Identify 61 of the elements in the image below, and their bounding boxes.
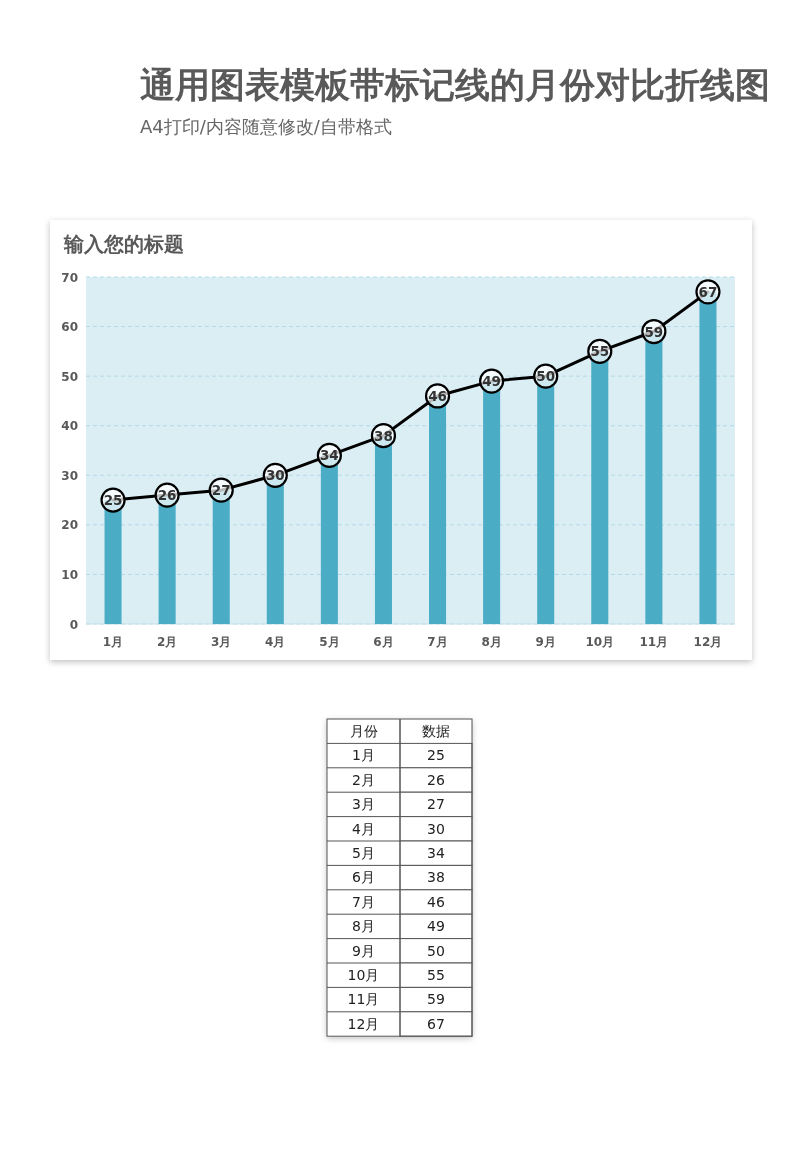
- data-label: 38: [427, 869, 445, 886]
- y-tick-label: 4月: [352, 820, 375, 837]
- x-tick-label: 8月: [481, 635, 502, 649]
- y-tick-label: 7月: [352, 893, 375, 910]
- y-tick-label: 20: [61, 518, 78, 533]
- data-label: 50: [427, 942, 445, 959]
- data-label: 38: [374, 427, 393, 444]
- y-tick-label: 12月: [347, 1015, 380, 1032]
- y-tick-label: 1月: [352, 747, 375, 764]
- y-tick-label: 8月: [352, 918, 375, 935]
- data-label: 59: [427, 991, 445, 1008]
- x-tick-label: 7月: [427, 635, 448, 649]
- y-tick-label: 70: [61, 270, 78, 285]
- y-tick-label: 50: [61, 369, 78, 384]
- x-tick-label: 1月: [102, 635, 124, 649]
- y-tick-label: 5月: [352, 845, 375, 861]
- data-label: 49: [482, 373, 502, 390]
- x-tick-label: 11月: [639, 635, 669, 649]
- y-tick-label: 6月: [352, 869, 375, 886]
- chart-title: 通用图表模板带标记线的月份对比折线图: [140, 65, 770, 105]
- y-tick-label: 60: [61, 320, 78, 335]
- data-label: 49: [427, 918, 445, 935]
- x-tick-label: 4月: [265, 635, 286, 649]
- chart-subtitle: A4打印/内容随意修改/自带格式: [140, 116, 392, 137]
- data-label: 55: [590, 343, 610, 360]
- x-tick-label: 10月: [585, 635, 615, 649]
- x-tick-label: 2月: [156, 635, 178, 649]
- data-label: 30: [427, 820, 445, 837]
- y-tick-label: 10: [61, 567, 78, 582]
- data-label: 46: [428, 387, 447, 404]
- data-label: 67: [698, 283, 718, 300]
- data-label: 46: [427, 893, 445, 910]
- data-label: 55: [427, 967, 445, 983]
- y-tick-label: 2月: [352, 771, 375, 788]
- data-label: 67: [427, 1015, 445, 1032]
- y-tick-label: 0: [69, 617, 78, 632]
- data-label: 27: [427, 796, 445, 813]
- y-tick-label: 10月: [347, 967, 380, 983]
- data-label: 34: [319, 447, 339, 464]
- y-tick-label: 40: [61, 419, 78, 434]
- y-tick-label: 3月: [352, 796, 375, 813]
- data-label: 26: [157, 487, 177, 504]
- x-tick-label: 5月: [319, 635, 340, 649]
- y-tick-label: 9月: [352, 942, 375, 959]
- data-label: 25: [103, 492, 123, 509]
- x-tick-label: 数据: [422, 723, 450, 739]
- y-tick-label: 30: [61, 468, 78, 483]
- data-label: 26: [427, 771, 445, 788]
- x-tick-label: 9月: [535, 635, 556, 649]
- data-label: 34: [427, 845, 445, 861]
- text: 输入您的标题: [63, 232, 184, 256]
- y-axis-title: 月份: [349, 723, 378, 739]
- data-label: 50: [536, 368, 556, 385]
- x-tick-label: 3月: [211, 635, 232, 649]
- x-tick-label: 12月: [693, 635, 723, 649]
- data-label: 30: [265, 467, 285, 484]
- data-label: 25: [427, 747, 445, 764]
- data-label: 59: [644, 323, 664, 340]
- y-tick-label: 11月: [347, 991, 380, 1008]
- x-tick-label: 6月: [373, 635, 394, 649]
- data-label: 27: [211, 482, 231, 499]
